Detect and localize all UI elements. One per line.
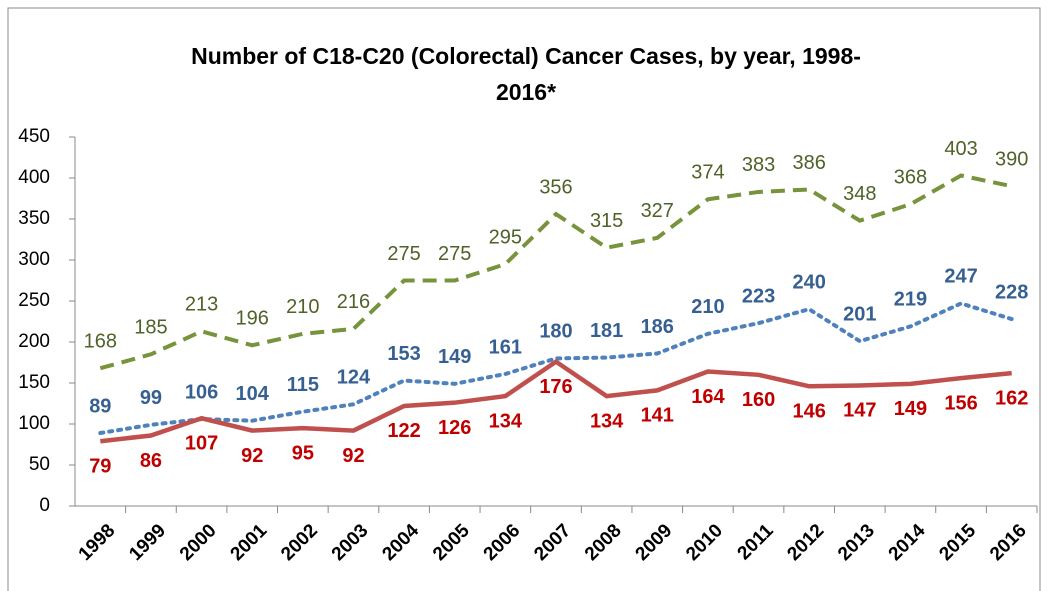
series-line: [100, 358, 1012, 444]
data-label: 149: [438, 346, 471, 368]
data-label: 134: [590, 410, 624, 432]
data-label: 162: [995, 387, 1028, 409]
data-label: 115: [287, 374, 319, 396]
y-tick-label: 100: [18, 413, 50, 434]
x-tick-label: 2011: [734, 520, 778, 564]
data-label: 141: [641, 405, 674, 427]
x-tick-label: 2007: [530, 520, 575, 565]
data-label: 403: [944, 138, 977, 160]
data-label: 223: [742, 285, 775, 307]
data-label: 275: [438, 243, 471, 265]
y-tick-label: 50: [29, 454, 50, 475]
data-label: 86: [140, 450, 162, 472]
x-tick-label: 2006: [480, 520, 525, 565]
data-label: 186: [641, 316, 674, 338]
data-label: 386: [792, 152, 825, 174]
data-label: 201: [843, 303, 876, 325]
y-tick-label: 200: [18, 331, 50, 352]
data-label: 168: [84, 331, 117, 353]
y-tick-label: 250: [18, 290, 50, 311]
data-label: 374: [691, 162, 724, 184]
x-tick-label: 2002: [277, 520, 322, 565]
data-label: 79: [89, 456, 111, 478]
data-label: 126: [438, 417, 471, 439]
y-tick-label: 400: [18, 167, 50, 188]
x-tick-label: 2015: [935, 520, 980, 565]
data-label: 124: [337, 367, 371, 389]
data-label: 160: [742, 389, 775, 411]
data-label: 156: [944, 392, 977, 414]
data-label: 161: [489, 336, 522, 358]
data-label: 228: [995, 281, 1028, 303]
data-label: 196: [236, 308, 269, 330]
data-label: 122: [387, 420, 420, 442]
x-tick-label: 2004: [378, 520, 423, 565]
data-label: 210: [691, 296, 724, 318]
x-tick-label: 2000: [176, 520, 221, 565]
data-label: 348: [843, 183, 876, 205]
x-tick-label: 1999: [125, 520, 170, 565]
data-label: 390: [995, 148, 1028, 170]
data-label: 92: [241, 445, 263, 467]
data-label: 104: [236, 383, 270, 405]
data-label: 240: [792, 271, 825, 293]
data-label: 134: [489, 410, 523, 432]
x-tick-label: 2008: [581, 520, 626, 565]
series-line: [98, 301, 1014, 436]
data-label: 368: [894, 167, 927, 189]
data-label: 107: [185, 433, 218, 455]
y-tick-label: 0: [39, 495, 50, 516]
data-label: 181: [590, 320, 623, 342]
data-label: 383: [742, 154, 775, 176]
data-label: 275: [387, 243, 420, 265]
x-tick-label: 2013: [834, 520, 879, 565]
data-label: 327: [641, 200, 674, 222]
x-tick-label: 2012: [783, 520, 828, 565]
chart-border: [7, 7, 1041, 591]
data-label: 315: [590, 210, 623, 232]
series-line: [99, 173, 1013, 371]
data-label: 213: [185, 294, 218, 316]
x-tick-label: 2005: [429, 520, 474, 565]
x-tick-label: 2009: [632, 520, 677, 565]
data-label: 153: [387, 343, 420, 365]
data-label: 210: [286, 296, 319, 318]
x-tick-label: 2014: [885, 520, 930, 565]
data-label: 106: [185, 381, 218, 403]
data-label: 92: [342, 445, 364, 467]
data-label: 219: [894, 289, 927, 311]
chart-title: Number of C18-C20 (Colorectal) Cancer Ca…: [191, 43, 861, 105]
data-label: 216: [337, 291, 370, 313]
data-label: 176: [539, 376, 572, 398]
x-tick-label: 1998: [75, 520, 120, 565]
data-label: 89: [89, 395, 111, 417]
data-label: 147: [843, 400, 876, 422]
y-tick-label: 150: [18, 372, 50, 393]
y-tick-label: 350: [18, 208, 50, 229]
y-tick-label: 450: [18, 126, 50, 147]
data-label: 185: [134, 317, 167, 339]
data-label: 295: [489, 226, 522, 248]
x-tick-label: 2003: [328, 520, 373, 565]
data-label: 95: [292, 442, 314, 464]
data-label: 356: [539, 176, 572, 198]
data-label: 180: [539, 321, 572, 343]
data-label: 149: [894, 398, 927, 420]
data-label: 164: [691, 386, 725, 408]
y-tick-label: 300: [18, 249, 50, 270]
data-label: 146: [792, 401, 825, 423]
x-tick-label: 2001: [227, 520, 272, 565]
x-tick-label: 2016: [986, 520, 1031, 565]
x-tick-label: 2010: [682, 520, 727, 565]
data-label: 247: [944, 266, 977, 288]
data-label: 99: [140, 387, 162, 409]
